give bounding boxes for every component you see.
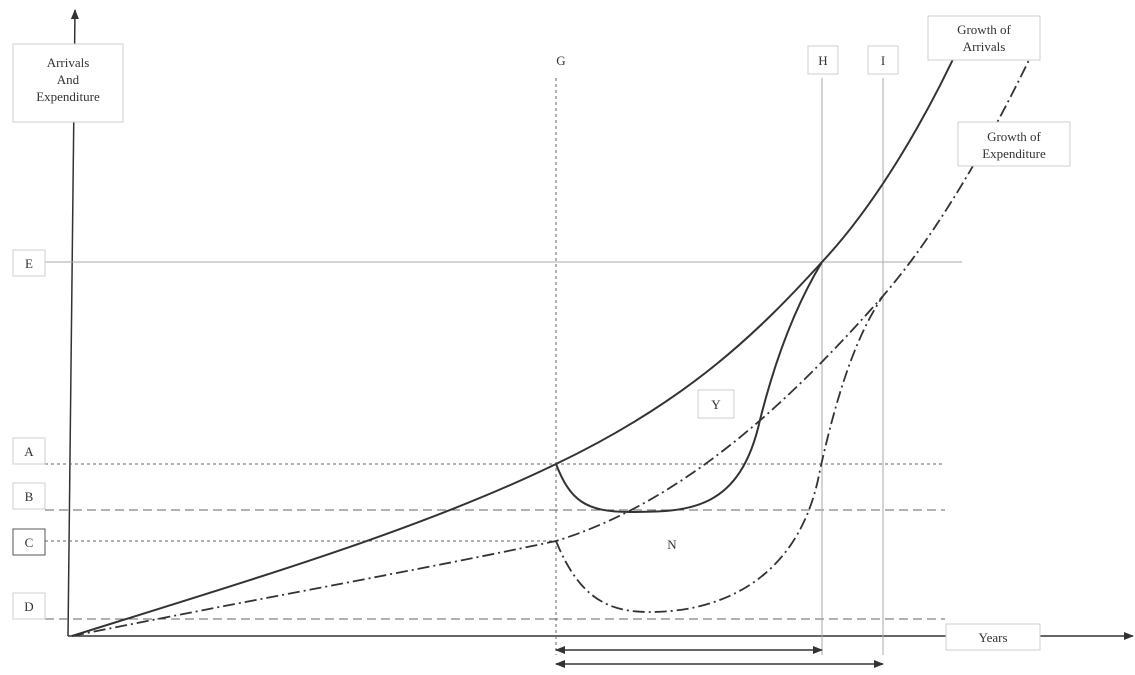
svg-text:E: E <box>25 256 33 271</box>
level-label-c: C <box>12 528 46 556</box>
svg-text:D: D <box>24 599 33 614</box>
svg-text:Years: Years <box>978 630 1007 645</box>
arrivals-curve-label: Growth of Arrivals <box>927 15 1041 61</box>
svg-text:B: B <box>25 489 34 504</box>
svg-text:G: G <box>556 53 565 68</box>
svg-text:Growth of: Growth of <box>987 129 1041 144</box>
y-axis-title: Arrivals And Expenditure <box>12 43 124 123</box>
expenditure-growth-curve <box>71 57 1031 637</box>
time-label-i: I <box>867 45 899 75</box>
svg-text:Expenditure: Expenditure <box>982 146 1046 161</box>
y-axis-title-line-1: Arrivals <box>47 55 90 70</box>
region-label-y: Y <box>697 389 735 419</box>
level-label-d: D <box>12 592 46 620</box>
level-label-b: B <box>12 482 46 510</box>
svg-text:A: A <box>24 444 34 459</box>
arrivals-growth-curve <box>71 39 963 637</box>
x-axis-title: Years <box>945 623 1041 651</box>
svg-text:H: H <box>818 53 827 68</box>
svg-text:C: C <box>25 535 34 550</box>
level-label-a: A <box>12 437 46 465</box>
svg-text:I: I <box>881 53 885 68</box>
time-label-g: G <box>545 45 577 75</box>
arrivals-recovery-curve <box>555 261 823 514</box>
svg-text:Y: Y <box>711 397 721 412</box>
time-label-h: H <box>807 45 839 75</box>
expenditure-curve-label: Growth of Expenditure <box>957 121 1071 167</box>
level-label-e: E <box>12 249 46 277</box>
expenditure-recovery-curve <box>555 295 884 613</box>
svg-text:Arrivals: Arrivals <box>963 39 1006 54</box>
svg-text:N: N <box>667 537 677 552</box>
svg-text:Growth of: Growth of <box>957 22 1011 37</box>
region-label-n: N <box>653 529 691 559</box>
y-axis-title-line-2: And <box>57 72 80 87</box>
y-axis-title-line-3: Expenditure <box>36 89 100 104</box>
